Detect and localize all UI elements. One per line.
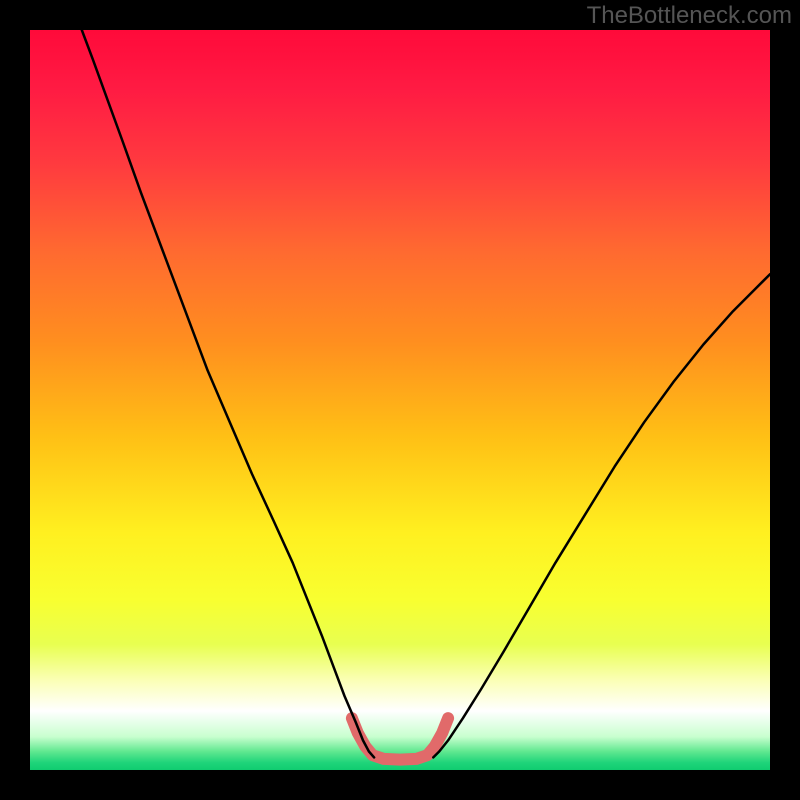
plot-svg <box>0 0 800 800</box>
plot-area <box>30 30 770 770</box>
watermark-text: TheBottleneck.com <box>587 2 792 30</box>
chart-frame: TheBottleneck.com <box>0 0 800 800</box>
